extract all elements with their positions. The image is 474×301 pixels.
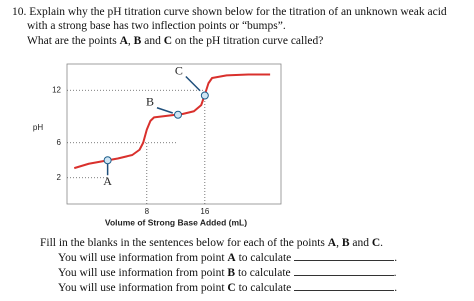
x-tick-label: 16 [200,207,209,216]
text-segment: and [141,35,164,47]
sentence: You will use information from point A to… [58,251,397,264]
x-axis-label: Volume of Strong Base Added (mL) [105,217,247,227]
text-segment: . [380,237,384,249]
point-letter: B [227,267,236,279]
text-segment: . [394,252,398,264]
text-segment: What are the points [27,35,120,47]
text-segment: to calculate [235,282,292,294]
text-segment: on the pH titration curve called? [172,35,324,47]
point-marker [200,91,209,100]
point-letter: A [227,252,236,264]
point-letter: C [227,282,236,294]
text-segment: B [133,35,142,47]
x-tick-label: 8 [145,207,150,216]
text-segment: You will use information from point [58,267,228,279]
text-segment: , [336,237,342,249]
sentence: You will use information from point B to… [58,266,397,279]
y-tick-label: 2 [57,173,62,182]
y-axis-label: pH [33,123,43,132]
text-segment: C [371,237,381,249]
text-segment: You will use information from point [58,252,228,264]
text-segment: to calculate [235,252,292,264]
titration-curve [73,73,271,170]
point-label: C [175,63,183,77]
fill-intro: Fill in the blanks in the sentences belo… [40,237,383,249]
question-number: 10. [12,6,27,18]
text-segment: A [327,237,337,249]
question-line: What are the points A, B and C on the pH… [27,35,323,47]
blank[interactable] [294,281,395,291]
plot-frame [66,63,282,205]
y-tick-label: 6 [57,138,62,147]
text-segment: and [349,237,372,249]
text-segment: You will use information from point [58,282,228,294]
blank[interactable] [293,266,394,276]
text-segment: . [393,267,397,279]
arrow [185,75,201,92]
point-label: B [146,95,154,109]
text-segment: A [119,35,128,47]
question-text: Explain why the pH titration curve shown… [29,6,447,18]
question-line: with a strong base has two inflection po… [27,20,286,32]
point-marker [173,110,182,119]
point-label: A [103,174,112,188]
text-segment: Fill in the blanks in the sentences belo… [40,237,328,249]
text-segment: , [127,35,134,47]
sentence: You will use information from point C to… [58,281,397,294]
blank[interactable] [294,251,395,261]
text-segment: to calculate [235,267,291,279]
text-segment: . [394,282,398,294]
text-segment: B [341,237,350,249]
y-tick-label: 12 [52,85,61,94]
arrow [156,107,173,114]
point-marker [103,156,112,165]
text-segment: C [163,35,173,47]
question-line: 10. Explain why the pH titration curve s… [12,6,447,18]
